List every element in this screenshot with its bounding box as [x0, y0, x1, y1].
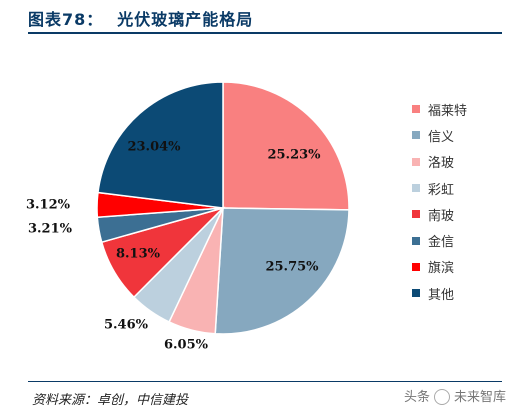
legend-swatch — [412, 262, 420, 271]
watermark: 头条 未来智库 — [404, 386, 506, 405]
pie-slice — [214, 207, 350, 335]
data-label: 5.46% — [104, 318, 149, 333]
data-label: 23.04% — [127, 140, 181, 155]
legend-label: 其他 — [428, 287, 455, 303]
source-divider — [28, 381, 502, 382]
legend-label: 彩虹 — [428, 182, 455, 198]
figure-label: 图表78： — [28, 10, 104, 29]
legend-label: 金信 — [428, 235, 455, 251]
figure-title: 图表78： 光伏玻璃产能格局 — [28, 6, 253, 30]
pie-slice — [222, 81, 350, 211]
legend-item: 彩虹 — [412, 175, 467, 201]
data-label: 8.13% — [116, 247, 161, 262]
legend-item: 金信 — [412, 227, 467, 253]
legend-swatch — [412, 157, 420, 166]
chart-legend: 福莱特信义洛玻彩虹南玻金信旗滨其他 — [412, 96, 467, 306]
legend-swatch — [412, 289, 420, 298]
source-note: 资料来源：卓创，中信建投 — [32, 393, 189, 408]
legend-label: 旗滨 — [428, 261, 455, 277]
watermark-right-text: 未来智库 — [454, 390, 507, 405]
legend-swatch — [412, 105, 420, 114]
watermark-logo-icon — [434, 388, 451, 405]
leader-line — [75, 205, 98, 206]
legend-label: 福莱特 — [428, 103, 468, 119]
legend-swatch — [412, 210, 420, 219]
legend-item: 福莱特 — [412, 96, 467, 122]
title-divider — [28, 32, 502, 34]
legend-item: 旗滨 — [412, 254, 467, 280]
legend-item: 信义 — [412, 122, 467, 148]
legend-label: 洛玻 — [428, 156, 455, 172]
data-label: 3.21% — [28, 222, 73, 237]
watermark-left-text: 头条 — [404, 390, 431, 405]
legend-swatch — [412, 236, 420, 245]
data-label: 25.23% — [267, 148, 321, 163]
legend-label: 信义 — [428, 129, 455, 145]
legend-item: 其他 — [412, 280, 467, 306]
leader-line — [75, 229, 98, 230]
data-label: 3.12% — [26, 198, 71, 213]
legend-item: 洛玻 — [412, 149, 467, 175]
legend-swatch — [412, 131, 420, 140]
legend-label: 南玻 — [428, 208, 455, 224]
legend-item: 南玻 — [412, 201, 467, 227]
data-label: 6.05% — [164, 338, 209, 353]
data-label: 25.75% — [265, 260, 319, 275]
figure-title-text: 光伏玻璃产能格局 — [117, 10, 254, 29]
legend-swatch — [412, 184, 420, 193]
pie-slice — [97, 81, 224, 209]
